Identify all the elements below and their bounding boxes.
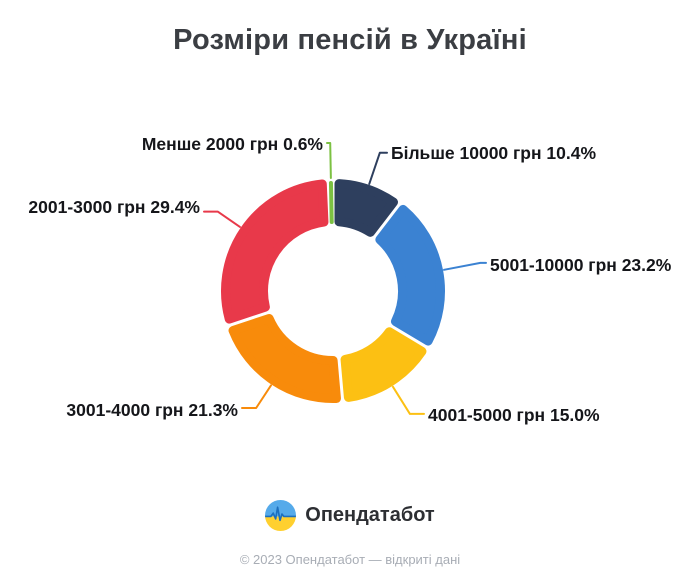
slice-label-5: 2001-3000 грн 29.4% [28, 197, 200, 217]
slice-label-0: Менше 2000 грн 0.6% [142, 134, 324, 154]
donut-slice-3[interactable] [340, 327, 427, 402]
opendatabot-logo: Опендатабот [0, 500, 700, 531]
donut-slice-1[interactable] [334, 179, 398, 237]
chart-title: Розміри пенсій в Україні [173, 24, 527, 56]
footer-copyright: © 2023 Опендатабот — відкриті дані [239, 552, 461, 567]
label-connector-0 [326, 142, 332, 180]
donut-slice-0[interactable] [328, 181, 334, 225]
label-connector-2 [443, 261, 487, 271]
label-connector-1 [368, 151, 388, 185]
slice-label-1: Більше 10000 грн 10.4% [391, 143, 596, 163]
logo-text: Опендатабот [305, 504, 435, 526]
slice-label-4: 3001-4000 грн 21.3% [66, 400, 238, 420]
pulse-line [265, 506, 297, 522]
ukraine-flag-pulse-icon [265, 500, 297, 531]
slice-label-2: 5001-10000 грн 23.2% [490, 255, 672, 275]
label-connector-4 [241, 384, 272, 410]
label-connector-5 [203, 210, 241, 228]
donut-slice-5[interactable] [221, 179, 329, 324]
donut-slice-2[interactable] [375, 204, 445, 346]
slice-label-3: 4001-5000 грн 15.0% [428, 405, 600, 425]
donut-slice-4[interactable] [228, 314, 341, 403]
flag-yellow-half [265, 516, 297, 531]
flag-blue-half [265, 500, 297, 517]
label-connector-3 [391, 385, 425, 415]
